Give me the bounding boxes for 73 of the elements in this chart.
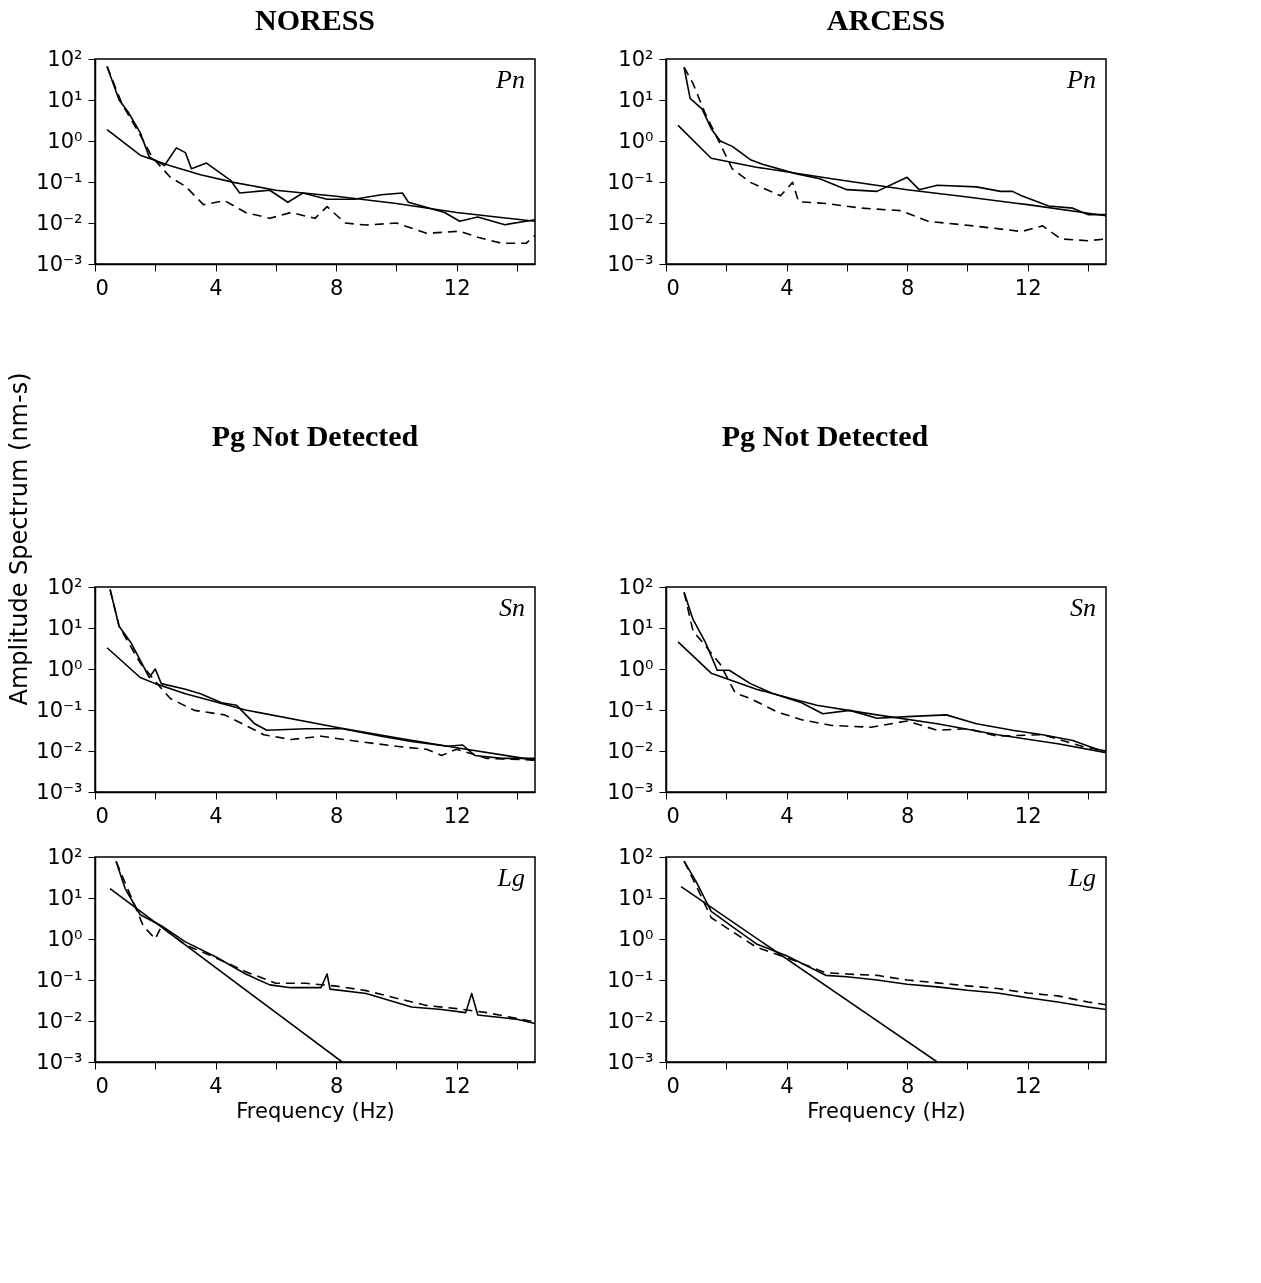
x-tick-label: 12 (1014, 1073, 1042, 1098)
y-tick-label: 10⁰ (618, 128, 654, 153)
annotation: Sn (499, 593, 525, 622)
annotation: Lg (496, 863, 525, 892)
x-tick-label: 0 (95, 275, 109, 300)
x-tick-label: 12 (443, 275, 471, 300)
y-tick-label: 10¹ (47, 885, 83, 910)
y-tick-label: 10⁻³ (607, 251, 654, 276)
text: Pg Not Detected (721, 419, 929, 452)
y-tick-label: 10⁻² (36, 210, 83, 235)
y-tick-label: 10⁰ (47, 656, 83, 681)
y-tick-label: 10⁰ (618, 656, 654, 681)
y-tick-label: 10⁻¹ (36, 967, 83, 992)
y-tick-label: 10⁻² (607, 738, 654, 763)
y-tick-label: 10⁰ (47, 128, 83, 153)
y-tick-label: 10² (47, 574, 83, 599)
x-tick-label: 0 (95, 1073, 109, 1098)
x-tick-label: 4 (209, 1073, 223, 1098)
x-axis-title: Frequency (Hz) (236, 1098, 395, 1123)
x-tick-label: 0 (666, 275, 680, 300)
y-tick-label: 10² (618, 844, 654, 869)
y-tick-label: 10² (47, 46, 83, 71)
x-tick-label: 8 (329, 803, 344, 828)
y-tick-label: 10⁻² (36, 1008, 83, 1033)
x-tick-label: 8 (329, 1073, 344, 1098)
y-tick-label: 10⁻² (607, 1008, 654, 1033)
x-tick-label: 12 (1014, 803, 1042, 828)
y-tick-label: 10² (618, 46, 654, 71)
x-tick-label: 12 (443, 1073, 471, 1098)
y-tick-label: 10¹ (47, 87, 83, 112)
x-tick-label: 8 (900, 803, 915, 828)
y-tick-label: 10⁻² (607, 210, 654, 235)
x-tick-label: 4 (780, 275, 794, 300)
annotation: Pn (495, 65, 525, 94)
text: Pg Not Detected (211, 419, 419, 452)
y-tick-label: 10⁻³ (36, 779, 83, 804)
x-tick-label: 0 (666, 1073, 680, 1098)
x-tick-label: 12 (443, 803, 471, 828)
y-tick-label: 10⁻¹ (607, 967, 654, 992)
annotation: Pn (1066, 65, 1096, 94)
y-tick-label: 10⁻¹ (36, 697, 83, 722)
annotation: Sn (1070, 593, 1096, 622)
y-tick-label: 10⁰ (618, 926, 654, 951)
y-tick-label: 10⁻³ (36, 1049, 83, 1074)
x-tick-label: 8 (900, 275, 915, 300)
y-tick-label: 10⁻³ (607, 1049, 654, 1074)
annotation: Lg (1067, 863, 1096, 892)
x-tick-label: 4 (780, 803, 794, 828)
y-axis-title: Amplitude Spectrum (nm-s) (5, 372, 33, 706)
y-tick-label: 10⁻³ (36, 251, 83, 276)
y-tick-label: 10² (618, 574, 654, 599)
y-tick-label: 10¹ (47, 615, 83, 640)
y-tick-label: 10⁻¹ (36, 169, 83, 194)
y-tick-label: 10¹ (618, 615, 654, 640)
y-tick-label: 10⁻² (36, 738, 83, 763)
y-tick-label: 10² (47, 844, 83, 869)
x-tick-label: 8 (329, 275, 344, 300)
y-tick-label: 10⁻³ (607, 779, 654, 804)
x-tick-label: 4 (209, 275, 223, 300)
x-tick-label: 0 (95, 803, 109, 828)
chart-title: NORESS (254, 3, 376, 36)
y-tick-label: 10¹ (618, 885, 654, 910)
x-tick-label: 4 (209, 803, 223, 828)
y-tick-label: 10¹ (618, 87, 654, 112)
x-axis-title: Frequency (Hz) (807, 1098, 966, 1123)
x-tick-label: 0 (666, 803, 680, 828)
x-tick-label: 4 (780, 1073, 794, 1098)
y-tick-label: 10⁻¹ (607, 697, 654, 722)
y-tick-label: 10⁰ (47, 926, 83, 951)
y-tick-label: 10⁻¹ (607, 169, 654, 194)
x-tick-label: 12 (1014, 275, 1042, 300)
x-tick-label: 8 (900, 1073, 915, 1098)
chart-title: ARCESS (826, 3, 946, 36)
